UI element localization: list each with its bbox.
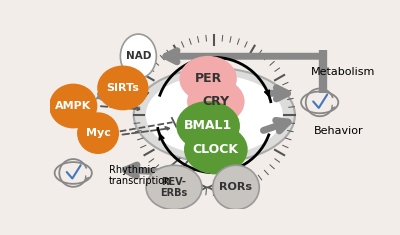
Ellipse shape — [50, 84, 96, 128]
Ellipse shape — [146, 165, 202, 210]
Text: Metabolism: Metabolism — [310, 67, 375, 77]
Ellipse shape — [188, 79, 244, 124]
Text: PER: PER — [194, 72, 222, 85]
Text: CRY: CRY — [202, 95, 230, 108]
Ellipse shape — [180, 57, 236, 101]
Text: Myc: Myc — [86, 128, 110, 138]
Ellipse shape — [213, 165, 259, 210]
Text: REV-
ERBs: REV- ERBs — [160, 177, 188, 198]
Text: Rhythmic
transcription: Rhythmic transcription — [109, 165, 171, 187]
Text: BMAL1: BMAL1 — [184, 119, 232, 132]
Ellipse shape — [120, 34, 156, 78]
Text: AMPK: AMPK — [55, 101, 91, 111]
Circle shape — [134, 68, 295, 162]
Ellipse shape — [78, 113, 118, 153]
Ellipse shape — [185, 125, 247, 173]
Text: NAD: NAD — [126, 51, 151, 61]
Ellipse shape — [177, 102, 239, 150]
Text: RORs: RORs — [220, 182, 252, 192]
Ellipse shape — [98, 66, 148, 110]
Text: Behavior: Behavior — [314, 126, 363, 136]
Circle shape — [146, 75, 283, 155]
Text: CLOCK: CLOCK — [193, 143, 239, 156]
Text: SIRTs: SIRTs — [106, 83, 139, 93]
